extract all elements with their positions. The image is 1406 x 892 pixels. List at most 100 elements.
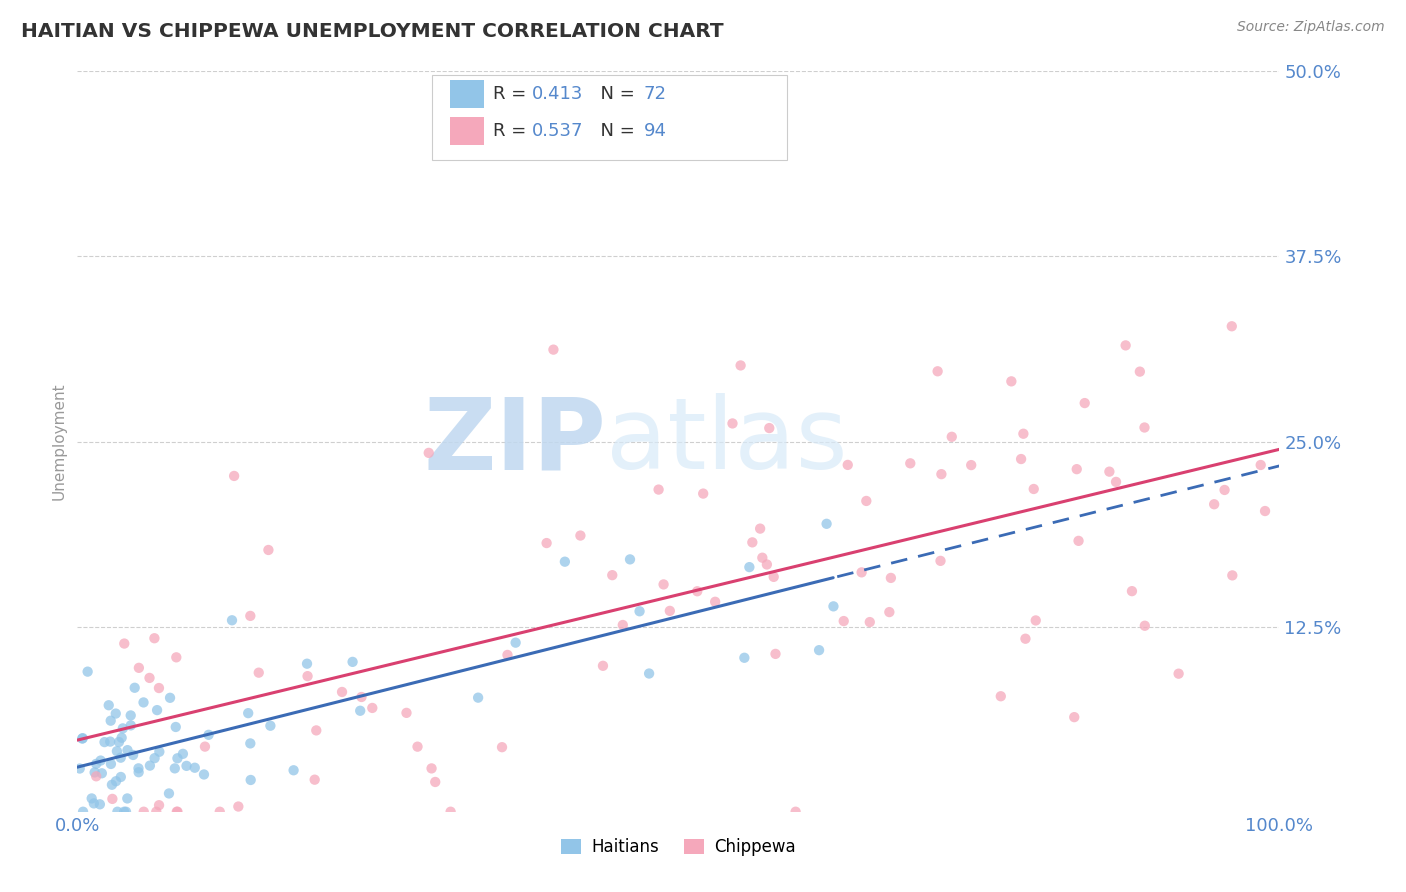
Point [1000,375,1022,389]
Point [105,744,128,758]
Point [148,798,170,813]
Point [101,792,124,806]
Point [238,706,260,720]
Point [880,571,903,585]
Point [193,767,215,781]
Point [467,690,489,705]
Point [395,706,418,720]
Point [100,714,122,728]
Point [104,774,127,789]
Point [70,731,93,746]
Point [1063,710,1085,724]
Text: 72: 72 [644,85,666,103]
Point [84,756,107,771]
Point [159,690,181,705]
Point [927,364,949,378]
Point [90,754,112,768]
Point [647,483,669,497]
Point [569,528,592,542]
Point [224,469,246,483]
Point [741,535,763,549]
Point [90,766,112,780]
Point [184,761,207,775]
Point [239,772,262,787]
Point [361,701,384,715]
Point [704,595,727,609]
Point [138,671,160,685]
Point [1204,497,1226,511]
Point [115,805,138,819]
Point [208,805,231,819]
Point [128,661,150,675]
Point [1115,338,1137,352]
Point [536,536,558,550]
Point [543,343,565,357]
Point [104,706,127,721]
Text: R =: R = [494,121,533,139]
Point [112,636,135,650]
Text: ZIP: ZIP [423,393,606,490]
Point [1254,504,1277,518]
Point [851,566,873,580]
Point [128,765,150,780]
FancyBboxPatch shape [432,75,786,161]
Point [146,703,169,717]
Point [194,739,217,754]
Point [619,552,641,566]
Point [1022,482,1045,496]
Point [166,805,188,819]
Point [69,762,91,776]
Point [808,643,831,657]
Point [658,604,681,618]
Point [1066,462,1088,476]
Point [165,720,187,734]
Point [1213,483,1236,497]
Point [165,650,187,665]
Text: Source: ZipAtlas.com: Source: ZipAtlas.com [1237,20,1385,34]
Point [110,770,132,784]
Point [785,805,807,819]
Point [120,708,142,723]
Point [111,722,134,736]
Point [304,772,326,787]
Point [420,761,443,775]
Point [638,666,661,681]
Point [93,735,115,749]
Point [1133,420,1156,434]
Point [108,735,131,749]
Point [931,467,953,482]
Point [148,681,170,695]
Point [832,614,855,628]
Text: 0.413: 0.413 [531,85,583,103]
Point [652,577,675,591]
Point [166,751,188,765]
Point [1014,632,1036,646]
Point [592,658,614,673]
Point [823,599,845,614]
Point [721,417,744,431]
Point [418,446,440,460]
Point [758,421,780,435]
Point [491,740,513,755]
Point [221,613,243,627]
Point [124,681,146,695]
Point [762,570,785,584]
Point [257,543,280,558]
Point [228,799,250,814]
Point [349,704,371,718]
Point [1220,568,1243,582]
Point [247,665,270,680]
Point [89,797,111,812]
Point [406,739,429,754]
Point [990,690,1012,704]
Point [80,791,103,805]
Point [127,761,149,775]
Point [110,750,132,764]
Point [117,743,139,757]
Point [166,805,188,819]
Point [505,635,527,649]
Text: 0.537: 0.537 [531,121,583,139]
Point [132,695,155,709]
Point [1167,666,1189,681]
Point [612,618,634,632]
